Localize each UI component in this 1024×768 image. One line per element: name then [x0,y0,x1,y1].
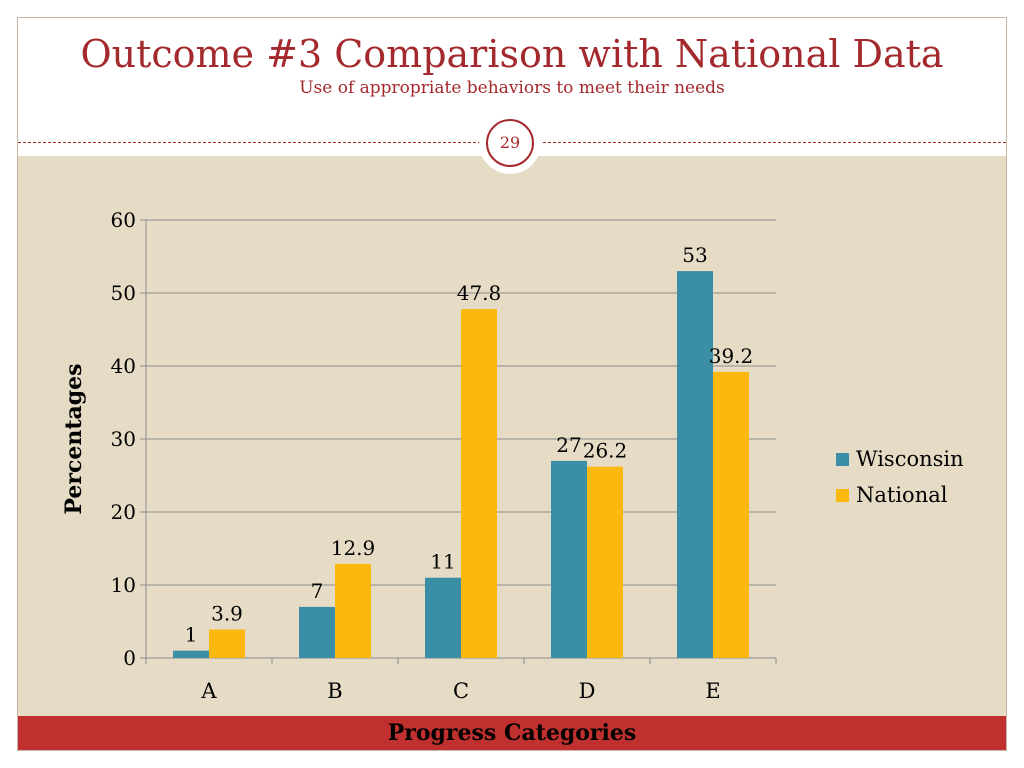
x-tick-label-b: B [327,679,342,703]
x-axis-title-band: Progress Categories [18,716,1006,750]
data-label-wisconsin-b: 7 [311,579,324,603]
slide-title: Outcome #3 Comparison with National Data [80,32,944,76]
legend-swatch-wisconsin [836,453,849,466]
x-tick-label-d: D [579,679,596,703]
bar-wisconsin-e [677,271,713,658]
bar-national-b [335,563,371,658]
y-tick-label: 40 [111,354,136,378]
bar-national-e [713,371,749,658]
bar-national-a [209,629,245,658]
bar-wisconsin-d [551,460,587,658]
legend-label-wisconsin: Wisconsin [856,447,964,471]
data-label-wisconsin-a: 1 [185,623,198,647]
bar-chart: 0 10 20 30 40 50 60 1 3.9 A 7 12.9 B 11 47.8 C 27 26.2 D 53… [61,208,964,703]
x-axis-title: Progress Categories [387,720,637,746]
y-tick-label: 20 [111,500,136,524]
bar-national-d [587,466,623,658]
x-tick-label-e: E [705,679,720,703]
slide-subtitle: Use of appropriate behaviors to meet the… [299,78,725,98]
bar-wisconsin-a [173,650,209,658]
y-tick-label: 0 [123,646,136,670]
data-label-wisconsin-e: 53 [682,243,707,267]
bar-wisconsin-b [299,606,335,658]
slide: Outcome #3 Comparison with National Data… [17,17,1007,751]
chart-panel: 0 10 20 30 40 50 60 1 3.9 A 7 12.9 B 11 47.8 C 27 26.2 D 53… [18,156,1006,750]
bar-national-c [461,309,497,658]
bar-wisconsin-c [425,577,461,658]
y-axis-title: Percentages [61,363,87,514]
data-label-wisconsin-c: 11 [430,550,455,574]
y-tick-label: 60 [111,208,136,232]
data-label-national-c: 47.8 [457,281,502,305]
data-label-wisconsin-d: 27 [556,433,581,457]
y-tick-label: 10 [111,573,136,597]
legend-label-national: National [856,483,948,507]
y-tick-label: 50 [111,281,136,305]
page-number-badge: 29 [486,119,534,167]
data-label-national-a: 3.9 [211,602,243,626]
legend-swatch-national [836,489,849,502]
data-label-national-b: 12.9 [331,536,376,560]
x-tick-label-a: A [200,679,217,703]
y-tick-label: 30 [111,427,136,451]
data-label-national-d: 26.2 [583,439,628,463]
data-label-national-e: 39.2 [709,344,754,368]
x-tick-label-c: C [453,679,469,703]
